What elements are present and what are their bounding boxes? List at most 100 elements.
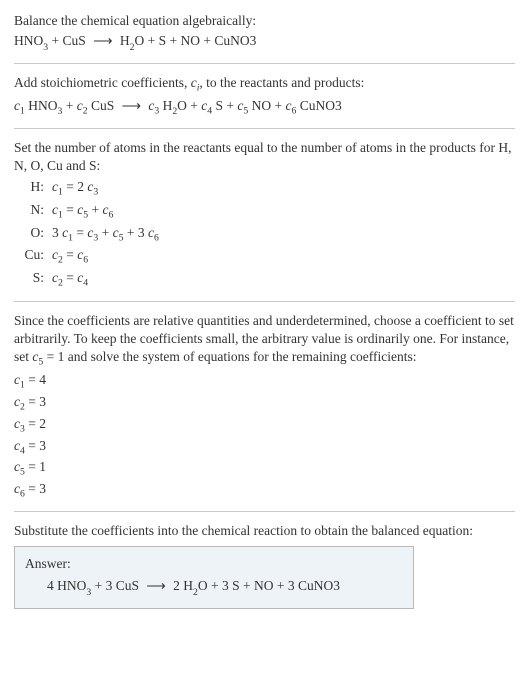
t: , to the reactants and products:	[199, 75, 364, 90]
t: +	[98, 225, 112, 240]
divider	[14, 128, 515, 129]
t: 4	[39, 372, 46, 387]
t: +	[271, 98, 285, 113]
t: 3	[93, 187, 98, 198]
t: 3	[86, 587, 91, 598]
solve-text: Since the coefficients are relative quan…	[14, 312, 515, 369]
t: 5	[243, 106, 248, 117]
t: HNO	[28, 98, 57, 113]
t: Cu:	[18, 245, 50, 268]
species-cus: CuS	[62, 33, 85, 48]
t: =	[43, 349, 57, 364]
t: CuS	[116, 578, 139, 593]
t: O	[198, 578, 208, 593]
t: =	[73, 225, 87, 240]
t: 2	[83, 106, 88, 117]
t: 4	[83, 278, 88, 289]
eq: c1 = 2 c3	[50, 177, 165, 200]
atom-row-h: H: c1 = 2 c3	[18, 177, 165, 200]
t: 1	[39, 459, 46, 474]
t: 3	[52, 225, 62, 240]
t: CuS	[91, 98, 114, 113]
t: +	[91, 578, 105, 593]
intro-line-1: Balance the chemical equation algebraica…	[14, 12, 515, 30]
t: =	[63, 179, 77, 194]
t: 3	[154, 106, 159, 117]
t: 2	[39, 416, 46, 431]
t: S	[232, 578, 240, 593]
t: 4	[207, 106, 212, 117]
t: 4	[47, 578, 57, 593]
set-atoms-text: Set the number of atoms in the reactants…	[14, 139, 515, 175]
t: 3	[39, 394, 46, 409]
t: H:	[18, 177, 50, 200]
t: =	[25, 459, 39, 474]
t: =	[25, 481, 39, 496]
t: CuNO3	[300, 98, 342, 113]
t: H	[120, 33, 130, 48]
t: and solve the system of equations for th…	[64, 349, 416, 364]
t: Add stoichiometric coefficients,	[14, 75, 191, 90]
species-hno3: HNO3	[14, 33, 48, 48]
atom-row-n: N: c1 = c5 + c6	[18, 200, 165, 223]
t: 3	[57, 106, 62, 117]
t: =	[25, 394, 39, 409]
answer-box: Answer: 4 HNO3 + 3 CuS ⟶ 2 H2O + 3 S + N…	[14, 546, 414, 609]
t: +	[240, 578, 254, 593]
t: 1	[20, 106, 25, 117]
t: 2	[77, 179, 87, 194]
t: 2	[173, 578, 183, 593]
solved-c1: c1 = 4	[14, 371, 515, 392]
species-s: S	[159, 33, 167, 48]
t: 3	[138, 225, 148, 240]
eq: 3 c1 = c3 + c5 + 3 c6	[50, 223, 165, 246]
t: =	[25, 372, 39, 387]
arrow-icon: ⟶	[118, 98, 145, 113]
divider	[14, 511, 515, 512]
t: 3	[43, 42, 48, 53]
t: N:	[18, 200, 50, 223]
t: =	[63, 270, 77, 285]
balanced-equation: 4 HNO3 + 3 CuS ⟶ 2 H2O + 3 S + NO + 3 Cu…	[25, 577, 403, 598]
eq: c2 = c6	[50, 245, 165, 268]
divider	[14, 63, 515, 64]
solved-c3: c3 = 2	[14, 415, 515, 436]
t: O:	[18, 223, 50, 246]
t: +	[166, 33, 180, 48]
species-h2o: H2O	[120, 33, 144, 48]
t: HNO	[57, 578, 86, 593]
t: 6	[292, 106, 297, 117]
t: 2	[172, 106, 177, 117]
eq: c2 = c4	[50, 268, 165, 291]
t: +	[223, 98, 237, 113]
t: +	[208, 578, 222, 593]
atom-row-s: S: c2 = c4	[18, 268, 165, 291]
substitute-text: Substitute the coefficients into the che…	[14, 522, 515, 540]
t: S	[216, 98, 224, 113]
coeff-equation: c1 HNO3 + c2 CuS ⟶ c3 H2O + c4 S + c5 NO…	[14, 97, 515, 118]
t: +	[144, 33, 158, 48]
t: O	[134, 33, 144, 48]
t: 6	[83, 255, 88, 266]
t: +	[200, 33, 214, 48]
species-no: NO	[180, 33, 200, 48]
t: 2	[130, 42, 135, 53]
t: =	[25, 416, 39, 431]
answer-title: Answer:	[25, 555, 403, 573]
solved-c2: c2 = 3	[14, 393, 515, 414]
t: NO	[254, 578, 274, 593]
t: +	[48, 33, 62, 48]
solved-c4: c4 = 3	[14, 437, 515, 458]
solved-c6: c6 = 3	[14, 480, 515, 501]
t: CuNO3	[298, 578, 340, 593]
atom-row-o: O: 3 c1 = c3 + c5 + 3 c6	[18, 223, 165, 246]
atom-equations: H: c1 = 2 c3 N: c1 = c5 + c6 O: 3 c1 = c…	[18, 177, 165, 291]
t: 3	[288, 578, 298, 593]
t: =	[25, 438, 39, 453]
t: +	[88, 202, 102, 217]
unbalanced-equation: HNO3 + CuS ⟶ H2O + S + NO + CuNO3	[14, 32, 515, 53]
solved-c5: c5 = 1	[14, 458, 515, 479]
t: 3	[222, 578, 232, 593]
t: =	[63, 202, 77, 217]
divider	[14, 301, 515, 302]
